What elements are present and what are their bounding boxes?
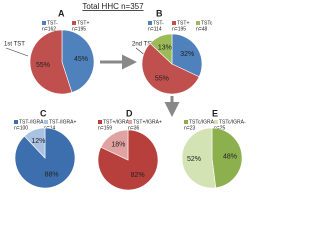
value-label: 55% <box>36 62 50 69</box>
legend-label: TST+ <box>77 20 89 26</box>
value-label: 48% <box>223 154 237 161</box>
panel-label: E <box>212 108 218 118</box>
legend-swatch <box>148 21 152 25</box>
legend-swatch <box>184 120 188 124</box>
annotation: 1st TST <box>4 42 25 48</box>
pie-slice <box>181 127 217 189</box>
value-label: 13% <box>158 44 172 51</box>
legend-swatch <box>44 120 48 124</box>
pie-slice <box>97 129 159 191</box>
legend-label: TST- <box>47 20 58 26</box>
pie-slice <box>100 129 129 161</box>
pie-slice <box>171 33 203 78</box>
legend-note: n=195 <box>172 26 186 32</box>
value-label: 88% <box>45 172 59 179</box>
legend-label: TSTc/IGRA+ <box>189 119 217 125</box>
value-label: 55% <box>155 76 169 83</box>
legend-swatch <box>196 21 200 25</box>
legend-label: TST+/IGRA+ <box>133 119 162 125</box>
value-label: 82% <box>131 172 145 179</box>
panel-label: B <box>156 8 163 18</box>
legend-note: n=114 <box>148 26 162 32</box>
value-label: 12% <box>31 138 45 145</box>
legend-swatch <box>214 120 218 124</box>
legend-note: n=23 <box>184 125 195 131</box>
legend-swatch <box>14 120 18 124</box>
panel-label: D <box>126 108 133 118</box>
value-label: 32% <box>180 51 194 58</box>
legend-label: TST- <box>153 20 164 26</box>
pie-slice <box>141 43 200 95</box>
legend-swatch <box>128 120 132 124</box>
legend-label: TST+ <box>177 20 189 26</box>
legend-label: TST+/IGRA- <box>103 119 131 125</box>
legend-label: TST-/IGRA- <box>19 119 45 125</box>
pointer <box>5 47 29 57</box>
legend-note: n=195 <box>72 26 86 32</box>
legend-label: TST-/IGRA+ <box>49 119 76 125</box>
legend-note: n=100 <box>14 125 28 131</box>
panel-label: A <box>58 8 65 18</box>
pie-slice <box>24 127 46 159</box>
panel-label: C <box>40 108 47 118</box>
value-label: 45% <box>74 56 88 63</box>
legend-note: n=36 <box>128 125 139 131</box>
pie-slice <box>211 127 243 189</box>
legend-note: n=48 <box>196 26 207 32</box>
value-label: 18% <box>111 142 125 149</box>
pie-slice <box>149 33 173 65</box>
pie-slice <box>61 29 95 93</box>
legend-note: n=162 <box>42 26 56 32</box>
figure-title: Total HHC n=357 <box>82 2 144 11</box>
legend-label: TSTc/IGRA- <box>219 119 246 125</box>
legend-note: n=25 <box>214 125 225 131</box>
figure: Total HHC n=357 1st TST 2nd TST ATST-n=1… <box>4 2 246 191</box>
legend-swatch <box>98 120 102 124</box>
value-label: 52% <box>187 156 201 163</box>
legend-label: TSTc <box>201 20 213 26</box>
legend-swatch <box>42 21 46 25</box>
legend-swatch <box>172 21 176 25</box>
legend-swatch <box>72 21 76 25</box>
pie-slice <box>29 29 73 95</box>
annotation: 2nd TST <box>132 42 155 48</box>
legend-note: n=159 <box>98 125 112 131</box>
